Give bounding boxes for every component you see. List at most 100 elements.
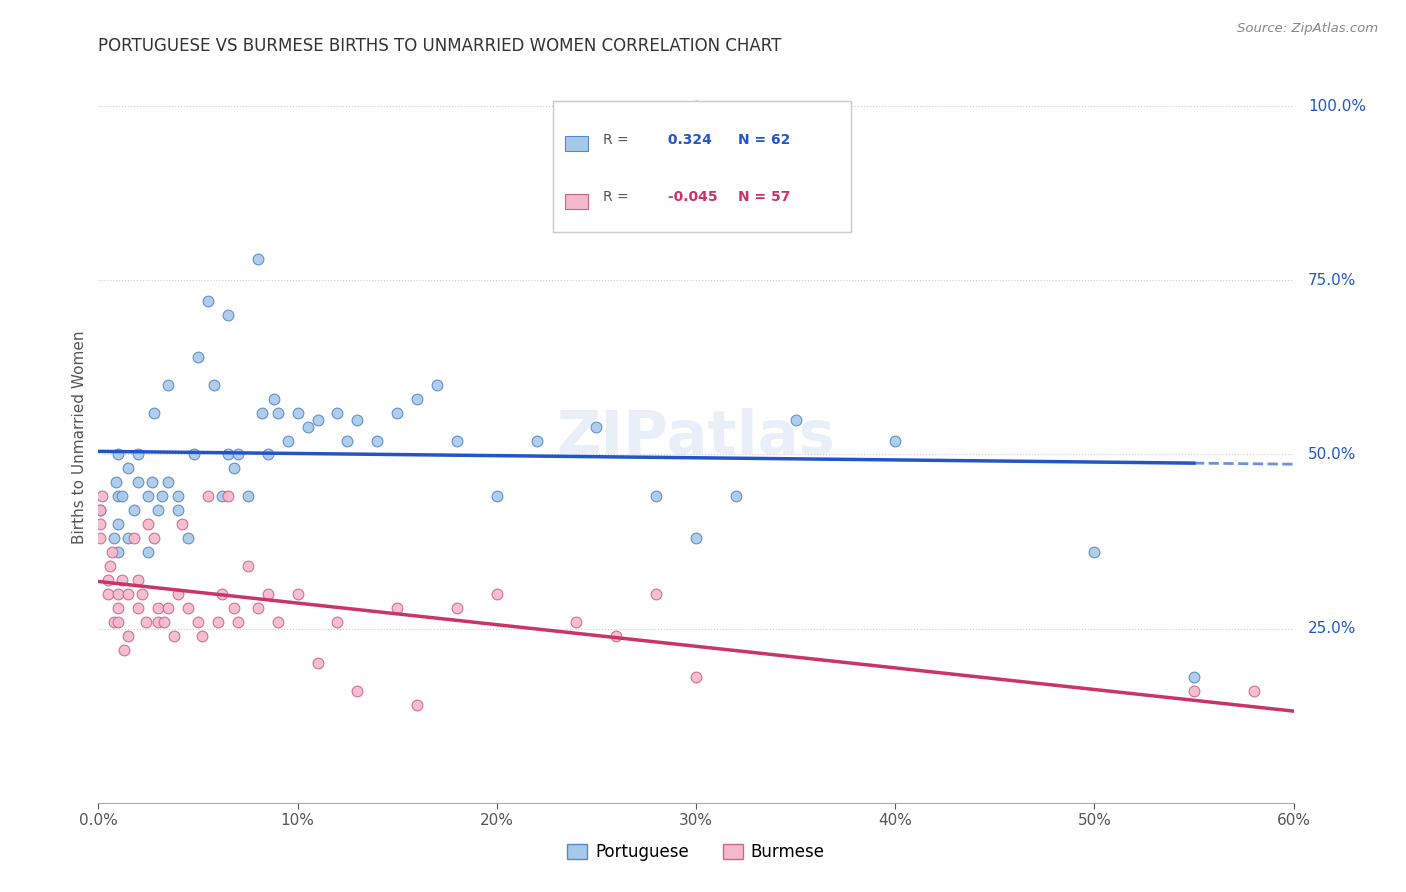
Point bbox=[187, 350, 209, 364]
Point bbox=[222, 600, 245, 615]
Point bbox=[336, 434, 359, 448]
Point bbox=[645, 489, 668, 503]
Point bbox=[346, 412, 368, 426]
Point bbox=[89, 517, 111, 532]
Point bbox=[112, 642, 135, 657]
Point bbox=[645, 587, 668, 601]
Point bbox=[124, 531, 146, 545]
Point bbox=[1182, 670, 1205, 684]
Point bbox=[167, 503, 190, 517]
Point bbox=[446, 600, 468, 615]
Point bbox=[585, 419, 607, 434]
Point bbox=[385, 600, 409, 615]
Point bbox=[485, 587, 508, 601]
Point bbox=[256, 587, 278, 601]
Point bbox=[127, 448, 149, 462]
Point bbox=[246, 252, 269, 267]
Point bbox=[141, 475, 163, 490]
Point bbox=[526, 434, 548, 448]
Point bbox=[326, 406, 349, 420]
Point bbox=[107, 615, 129, 629]
Point bbox=[177, 600, 200, 615]
Point bbox=[143, 406, 166, 420]
Point bbox=[107, 587, 129, 601]
Point bbox=[103, 531, 125, 545]
Point bbox=[148, 503, 170, 517]
Point bbox=[97, 573, 120, 587]
Point bbox=[107, 517, 129, 532]
Point bbox=[346, 684, 368, 698]
Point bbox=[111, 489, 134, 503]
Point bbox=[136, 545, 159, 559]
Point bbox=[107, 545, 129, 559]
Point bbox=[685, 531, 707, 545]
Point bbox=[217, 489, 239, 503]
Point bbox=[103, 615, 125, 629]
Text: 75.0%: 75.0% bbox=[1308, 273, 1357, 288]
Point bbox=[107, 448, 129, 462]
Point bbox=[406, 698, 429, 713]
Point bbox=[167, 587, 190, 601]
Point bbox=[884, 434, 907, 448]
Point bbox=[217, 448, 239, 462]
Point bbox=[226, 615, 249, 629]
Point bbox=[724, 489, 747, 503]
Point bbox=[97, 587, 120, 601]
Point bbox=[287, 587, 309, 601]
Point bbox=[485, 489, 508, 503]
Point bbox=[148, 615, 170, 629]
Point bbox=[163, 629, 186, 643]
Point bbox=[107, 600, 129, 615]
Point bbox=[366, 434, 388, 448]
Legend: Portuguese, Burmese: Portuguese, Burmese bbox=[561, 837, 831, 868]
Point bbox=[105, 475, 128, 490]
Point bbox=[326, 615, 349, 629]
Point bbox=[117, 531, 139, 545]
Text: 100.0%: 100.0% bbox=[1308, 99, 1365, 113]
Point bbox=[385, 406, 409, 420]
Point bbox=[217, 308, 239, 322]
Point bbox=[685, 99, 707, 113]
Point bbox=[153, 615, 176, 629]
Point bbox=[127, 573, 149, 587]
Point bbox=[446, 434, 468, 448]
Point bbox=[207, 615, 229, 629]
Point bbox=[267, 615, 290, 629]
Point bbox=[111, 573, 134, 587]
Point bbox=[107, 489, 129, 503]
Point bbox=[117, 629, 139, 643]
Point bbox=[211, 489, 233, 503]
Point bbox=[89, 503, 111, 517]
Point bbox=[117, 461, 139, 475]
Point bbox=[127, 600, 149, 615]
Point bbox=[297, 419, 319, 434]
Point bbox=[1182, 684, 1205, 698]
Point bbox=[131, 587, 153, 601]
Point bbox=[136, 489, 159, 503]
Text: 50.0%: 50.0% bbox=[1308, 447, 1357, 462]
Point bbox=[222, 461, 245, 475]
Point bbox=[143, 531, 166, 545]
Point bbox=[267, 406, 290, 420]
Text: ZIPatlas: ZIPatlas bbox=[557, 408, 835, 467]
Point bbox=[89, 503, 111, 517]
Point bbox=[148, 600, 170, 615]
Point bbox=[226, 448, 249, 462]
Point bbox=[157, 377, 180, 392]
Point bbox=[89, 531, 111, 545]
Point bbox=[426, 377, 449, 392]
Point bbox=[211, 587, 233, 601]
Point bbox=[256, 448, 278, 462]
Point bbox=[263, 392, 285, 406]
Point bbox=[183, 448, 205, 462]
Point bbox=[236, 558, 259, 573]
Y-axis label: Births to Unmarried Women: Births to Unmarried Women bbox=[72, 330, 87, 544]
Point bbox=[187, 615, 209, 629]
Point bbox=[406, 392, 429, 406]
Point bbox=[250, 406, 273, 420]
Text: PORTUGUESE VS BURMESE BIRTHS TO UNMARRIED WOMEN CORRELATION CHART: PORTUGUESE VS BURMESE BIRTHS TO UNMARRIE… bbox=[98, 37, 782, 54]
Point bbox=[246, 600, 269, 615]
Point bbox=[91, 489, 114, 503]
Point bbox=[127, 475, 149, 490]
Point bbox=[287, 406, 309, 420]
